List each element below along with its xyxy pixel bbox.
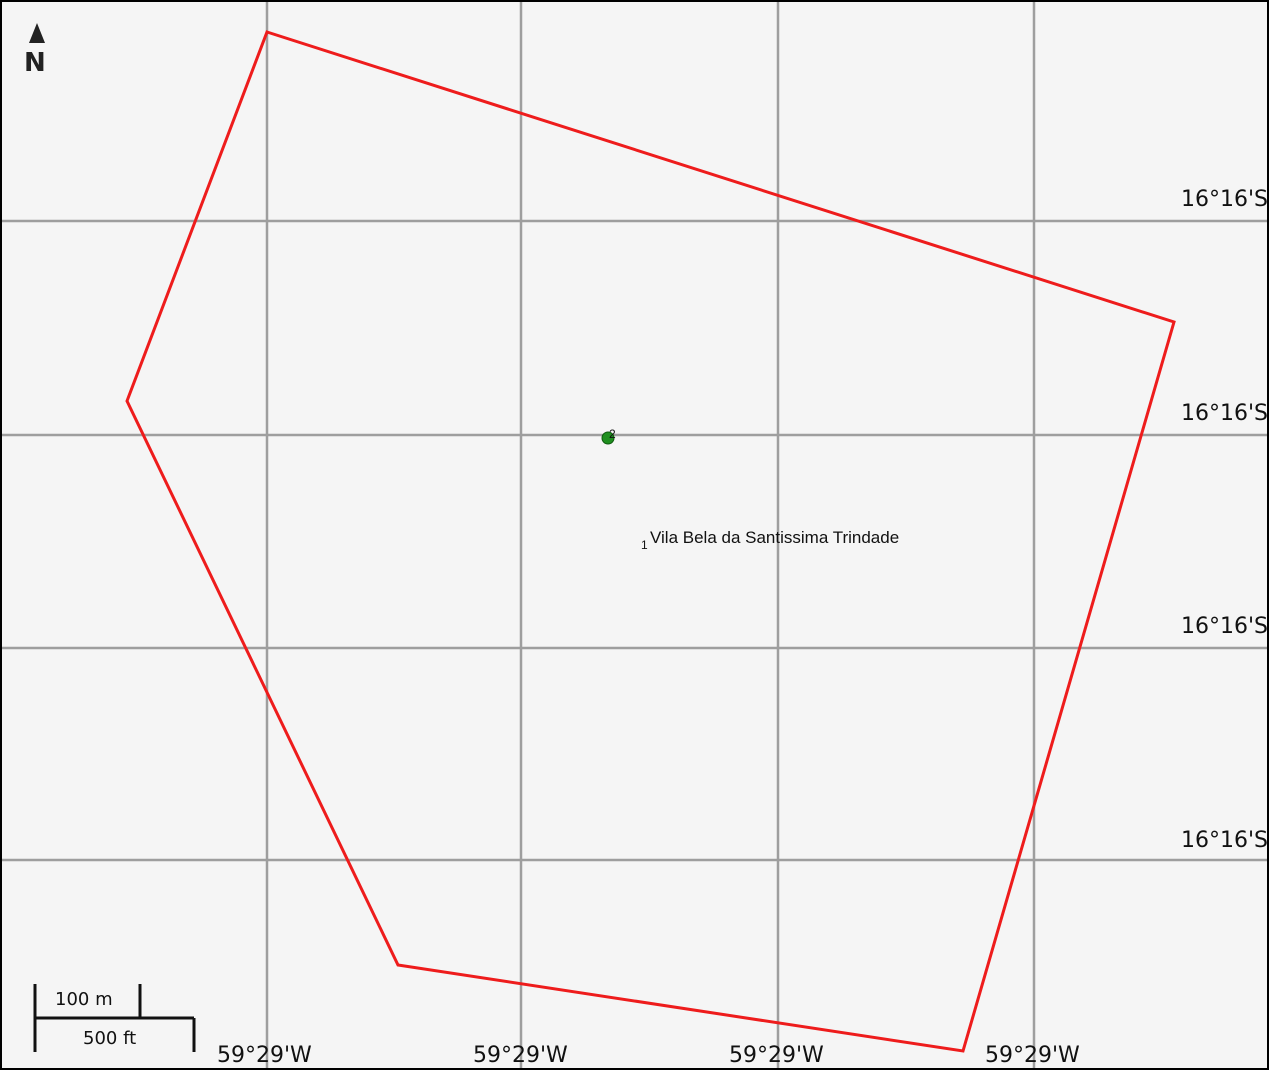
place-name-label: Vila Bela da Santissima Trindade xyxy=(650,528,899,547)
north-arrow: N xyxy=(24,23,46,78)
longitude-labels: 59°29'W 59°29'W 59°29'W 59°29'W xyxy=(217,1043,1080,1068)
latitude-labels: 16°16'S 16°16'S 16°16'S 16°16'S xyxy=(1181,187,1268,853)
longitude-label: 59°29'W xyxy=(217,1043,312,1068)
latitude-label: 16°16'S xyxy=(1181,614,1268,639)
place-marker-dot[interactable] xyxy=(601,431,615,445)
place-point-number: 2 xyxy=(609,427,616,441)
north-label: N xyxy=(24,48,46,78)
place-marker[interactable]: 2 xyxy=(601,427,616,445)
north-arrow-icon xyxy=(29,23,45,43)
latitude-label: 16°16'S xyxy=(1181,187,1268,212)
scale-bar-metric-label: 100 m xyxy=(55,989,113,1010)
longitude-label: 59°29'W xyxy=(473,1043,568,1068)
scale-bar: 100 m 500 ft xyxy=(33,984,196,1052)
scale-bar-imperial-label: 500 ft xyxy=(83,1028,136,1049)
longitude-label: 59°29'W xyxy=(729,1043,824,1068)
longitude-label: 59°29'W xyxy=(985,1043,1080,1068)
latitude-label: 16°16'S xyxy=(1181,828,1268,853)
latitude-label: 16°16'S xyxy=(1181,401,1268,426)
place-marker-number: 1 xyxy=(641,538,648,552)
boundary-polygon[interactable] xyxy=(125,30,1176,1053)
